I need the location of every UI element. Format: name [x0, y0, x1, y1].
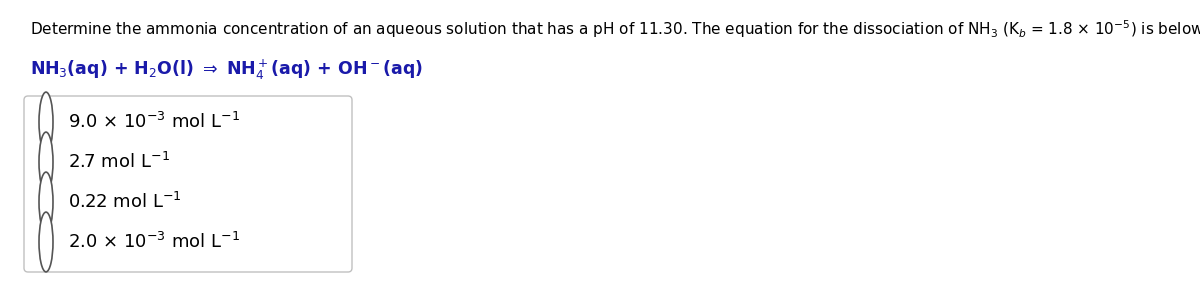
Ellipse shape	[38, 92, 53, 152]
Ellipse shape	[38, 172, 53, 232]
Text: 9.0 $\times$ 10$^{-3}$ mol L$^{-1}$: 9.0 $\times$ 10$^{-3}$ mol L$^{-1}$	[68, 112, 240, 132]
Ellipse shape	[38, 132, 53, 192]
FancyBboxPatch shape	[24, 96, 352, 272]
Text: NH$_3$(aq) + H$_2$O(l) $\Rightarrow$ NH$_4^+$(aq) + OH$^-$(aq): NH$_3$(aq) + H$_2$O(l) $\Rightarrow$ NH$…	[30, 58, 422, 82]
Text: 2.7 mol L$^{-1}$: 2.7 mol L$^{-1}$	[68, 152, 170, 172]
Text: Determine the ammonia concentration of an aqueous solution that has a pH of 11.3: Determine the ammonia concentration of a…	[30, 18, 1200, 40]
Ellipse shape	[38, 212, 53, 272]
Text: 2.0 $\times$ 10$^{-3}$ mol L$^{-1}$: 2.0 $\times$ 10$^{-3}$ mol L$^{-1}$	[68, 232, 240, 252]
Text: 0.22 mol L$^{-1}$: 0.22 mol L$^{-1}$	[68, 192, 181, 212]
